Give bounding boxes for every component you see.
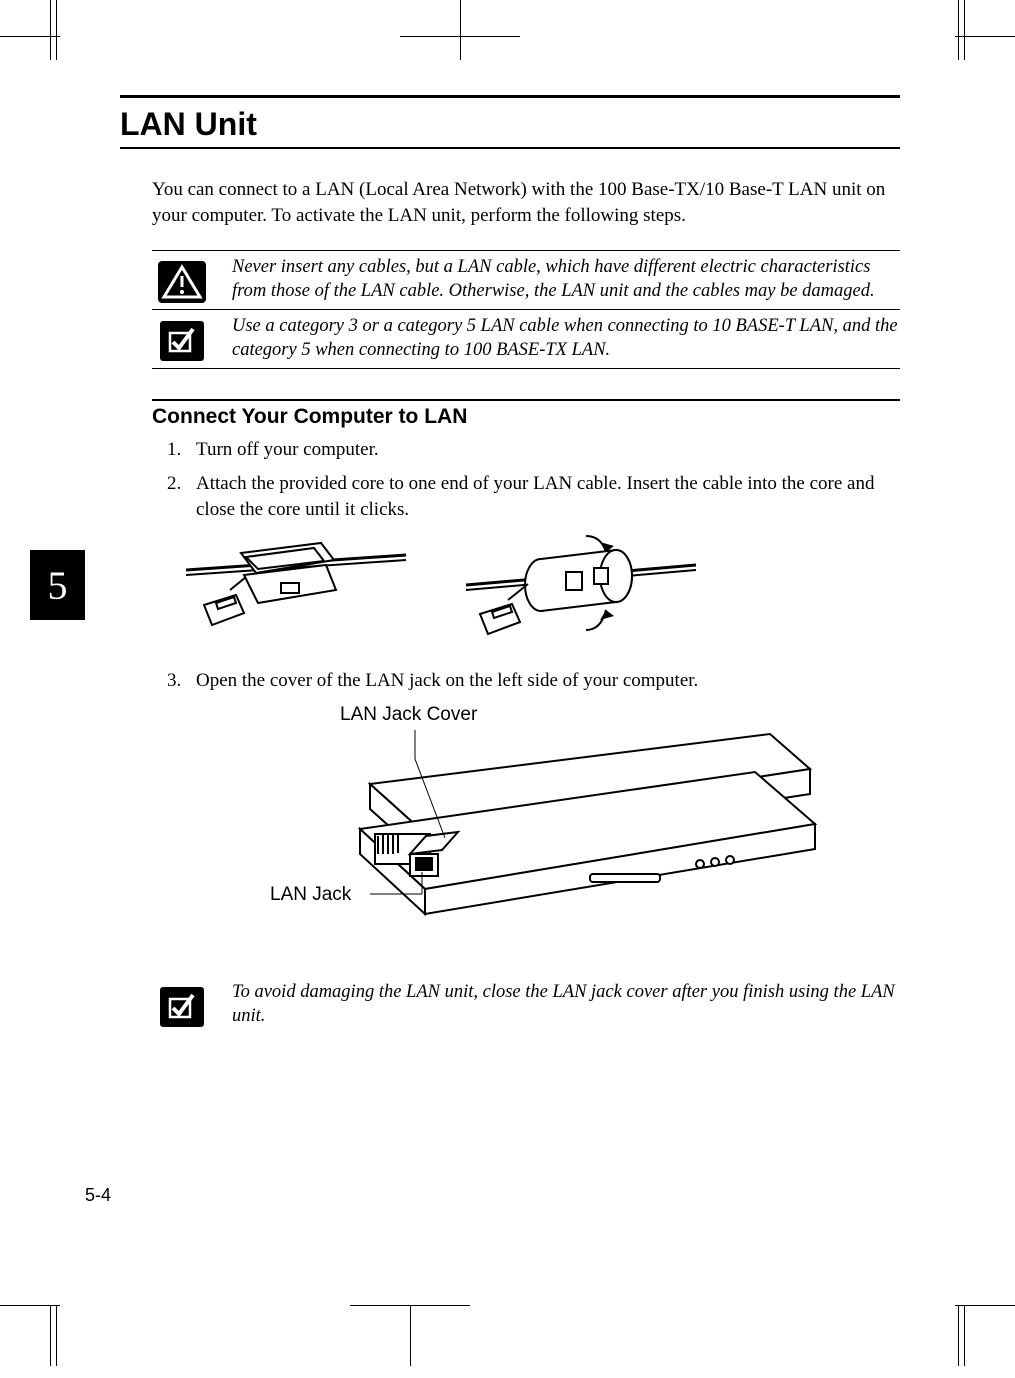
title-rule-top xyxy=(120,95,900,98)
laptop-illustration xyxy=(210,704,830,944)
intro-paragraph: You can connect to a LAN (Local Area Net… xyxy=(152,177,900,228)
tip-text-1: Use a category 3 or a category 5 LAN cab… xyxy=(212,314,900,362)
ferrite-core-open-icon xyxy=(186,535,406,645)
note-block-2: To avoid damaging the LAN unit, close th… xyxy=(152,976,900,1034)
laptop-figure: LAN Jack Cover LAN Jack xyxy=(210,704,830,944)
step-3: Open the cover of the LAN jack on the le… xyxy=(186,668,900,694)
subsection-rule xyxy=(152,399,900,401)
ferrite-core-closed-icon xyxy=(466,530,696,650)
warning-text: Never insert any cables, but a LAN cable… xyxy=(212,255,900,303)
subsection-title: Connect Your Computer to LAN xyxy=(152,405,900,429)
note-block: Never insert any cables, but a LAN cable… xyxy=(152,250,900,369)
steps-list-cont: Open the cover of the LAN jack on the le… xyxy=(152,668,900,694)
chapter-number: 5 xyxy=(48,562,68,609)
checkmark-box-icon xyxy=(152,982,212,1032)
tip-note-1: Use a category 3 or a category 5 LAN cab… xyxy=(152,310,900,368)
step-2: Attach the provided core to one end of y… xyxy=(186,471,900,522)
callout-lan-jack-cover: LAN Jack Cover xyxy=(340,704,477,726)
callout-lan-jack: LAN Jack xyxy=(270,884,351,906)
page-content: LAN Unit You can connect to a LAN (Local… xyxy=(120,95,900,1034)
title-rule-bottom xyxy=(120,147,900,149)
page-number: 5-4 xyxy=(85,1185,111,1206)
steps-list: Turn off your computer. Attach the provi… xyxy=(152,437,900,522)
ferrite-core-figures xyxy=(186,530,900,650)
page-title: LAN Unit xyxy=(120,106,900,143)
warning-triangle-icon xyxy=(152,257,212,307)
tip-text-2: To avoid damaging the LAN unit, close th… xyxy=(212,980,900,1028)
checkmark-box-icon xyxy=(152,316,212,366)
step-1: Turn off your computer. xyxy=(186,437,900,463)
tip-note-2: To avoid damaging the LAN unit, close th… xyxy=(152,976,900,1034)
chapter-tab: 5 xyxy=(30,550,85,620)
warning-note: Never insert any cables, but a LAN cable… xyxy=(152,251,900,309)
note-rule xyxy=(152,368,900,369)
